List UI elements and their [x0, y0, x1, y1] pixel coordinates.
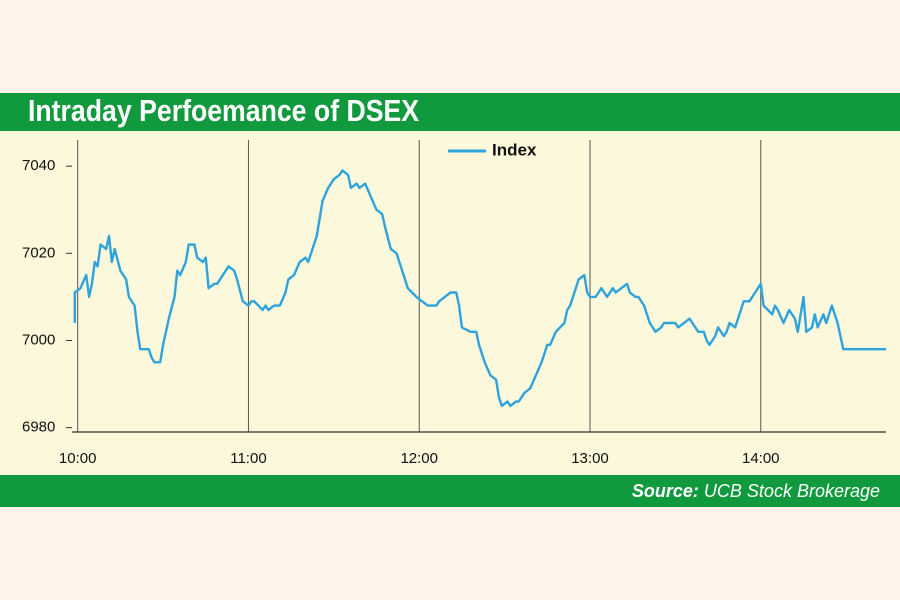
- legend-label: Index: [492, 140, 537, 159]
- x-tick-label: 12:00: [400, 450, 438, 467]
- title-bar: [0, 93, 900, 131]
- source-label: Source:: [632, 481, 699, 501]
- y-tick-label: 7000: [22, 331, 55, 348]
- y-tick-label: 7040: [22, 157, 55, 174]
- y-tick-label: 7020: [22, 244, 55, 261]
- x-tick-label: 10:00: [59, 450, 97, 467]
- index-line: [73, 169, 886, 408]
- chart-title: Intraday Perfoemance of DSEX: [28, 94, 420, 128]
- legend-background: [444, 140, 554, 162]
- x-tick-label: 13:00: [571, 450, 609, 467]
- source: Source: UCB Stock Brokerage: [632, 481, 880, 501]
- y-tick-label: 6980: [22, 419, 55, 436]
- x-tick-label: 14:00: [742, 450, 780, 467]
- source-bar: [0, 475, 900, 507]
- source-text: UCB Stock Brokerage: [704, 481, 880, 501]
- plot-background: [0, 131, 900, 475]
- x-tick-label: 11:00: [230, 450, 266, 467]
